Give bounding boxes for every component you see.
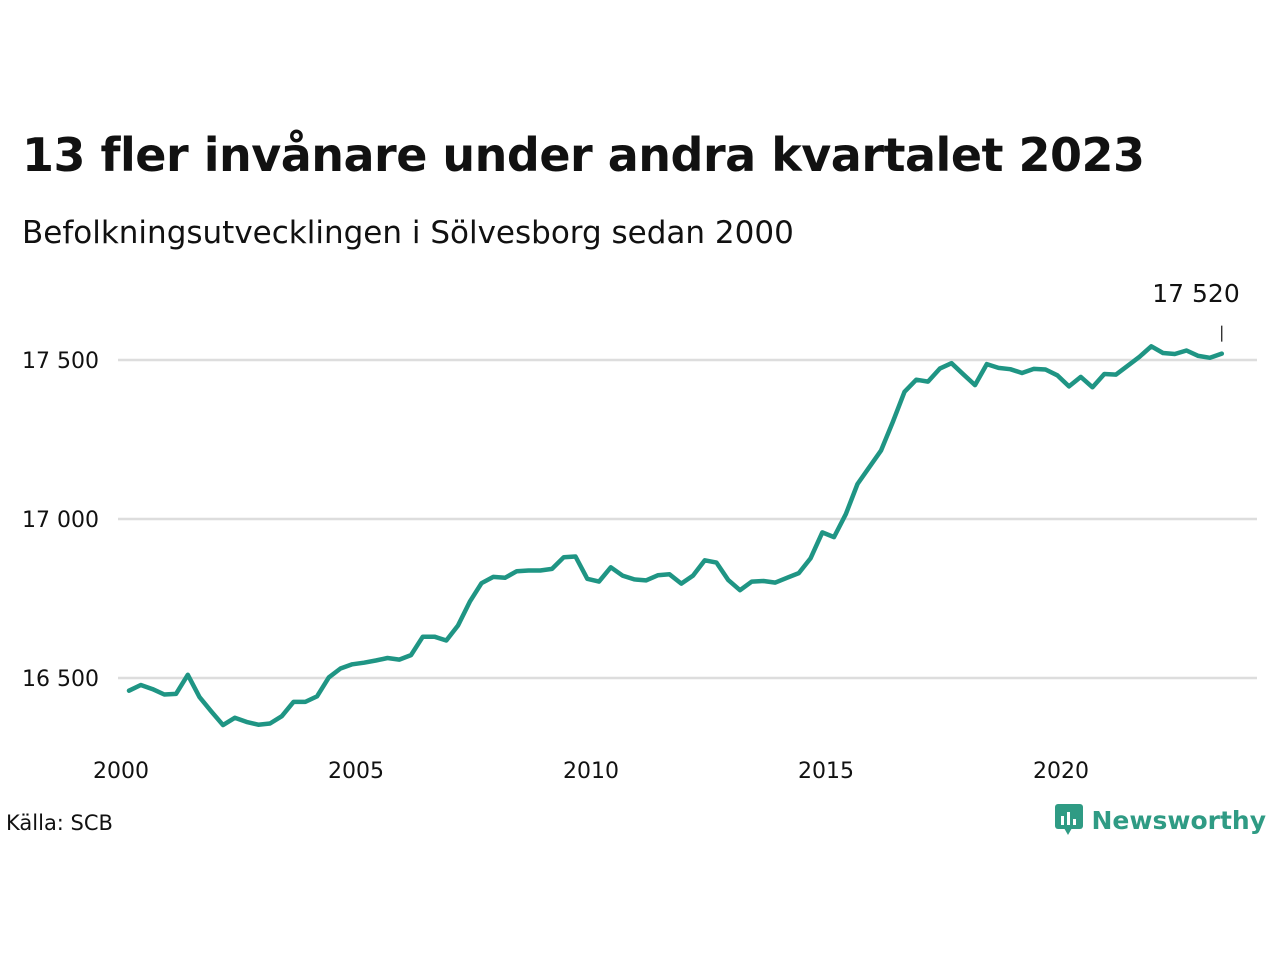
chart-title: 13 fler invånare under andra kvartalet 2… [22, 128, 1145, 182]
y-tick-label: 17 500 [22, 349, 99, 374]
x-tick-label: 2005 [328, 759, 384, 784]
series-layer [126, 344, 1225, 728]
series-line [126, 344, 1225, 728]
x-axis-ticks: 2000 2005 2010 2015 2020 [93, 759, 1089, 784]
source-note: Källa: SCB [6, 811, 113, 835]
end-value-label: 17 520 [1152, 279, 1239, 308]
end-label-group: 17 520 [1152, 279, 1240, 342]
y-tick-label: 16 500 [22, 667, 99, 692]
chart-subtitle: Befolkningsutvecklingen i Sölvesborg sed… [22, 215, 794, 251]
y-tick-label: 17 000 [22, 508, 99, 533]
newsworthy-brand: Newsworthy [1054, 803, 1267, 837]
gridlines [118, 358, 1257, 680]
x-tick-label: 2010 [563, 759, 619, 784]
newsworthy-logo-icon [1054, 804, 1083, 835]
x-tick-label: 2020 [1033, 759, 1089, 784]
x-tick-label: 2000 [93, 759, 149, 784]
x-tick-label: 2015 [798, 759, 854, 784]
y-axis-ticks: 16 500 17 000 17 500 [22, 349, 99, 692]
brand-name: Newsworthy [1091, 805, 1267, 835]
